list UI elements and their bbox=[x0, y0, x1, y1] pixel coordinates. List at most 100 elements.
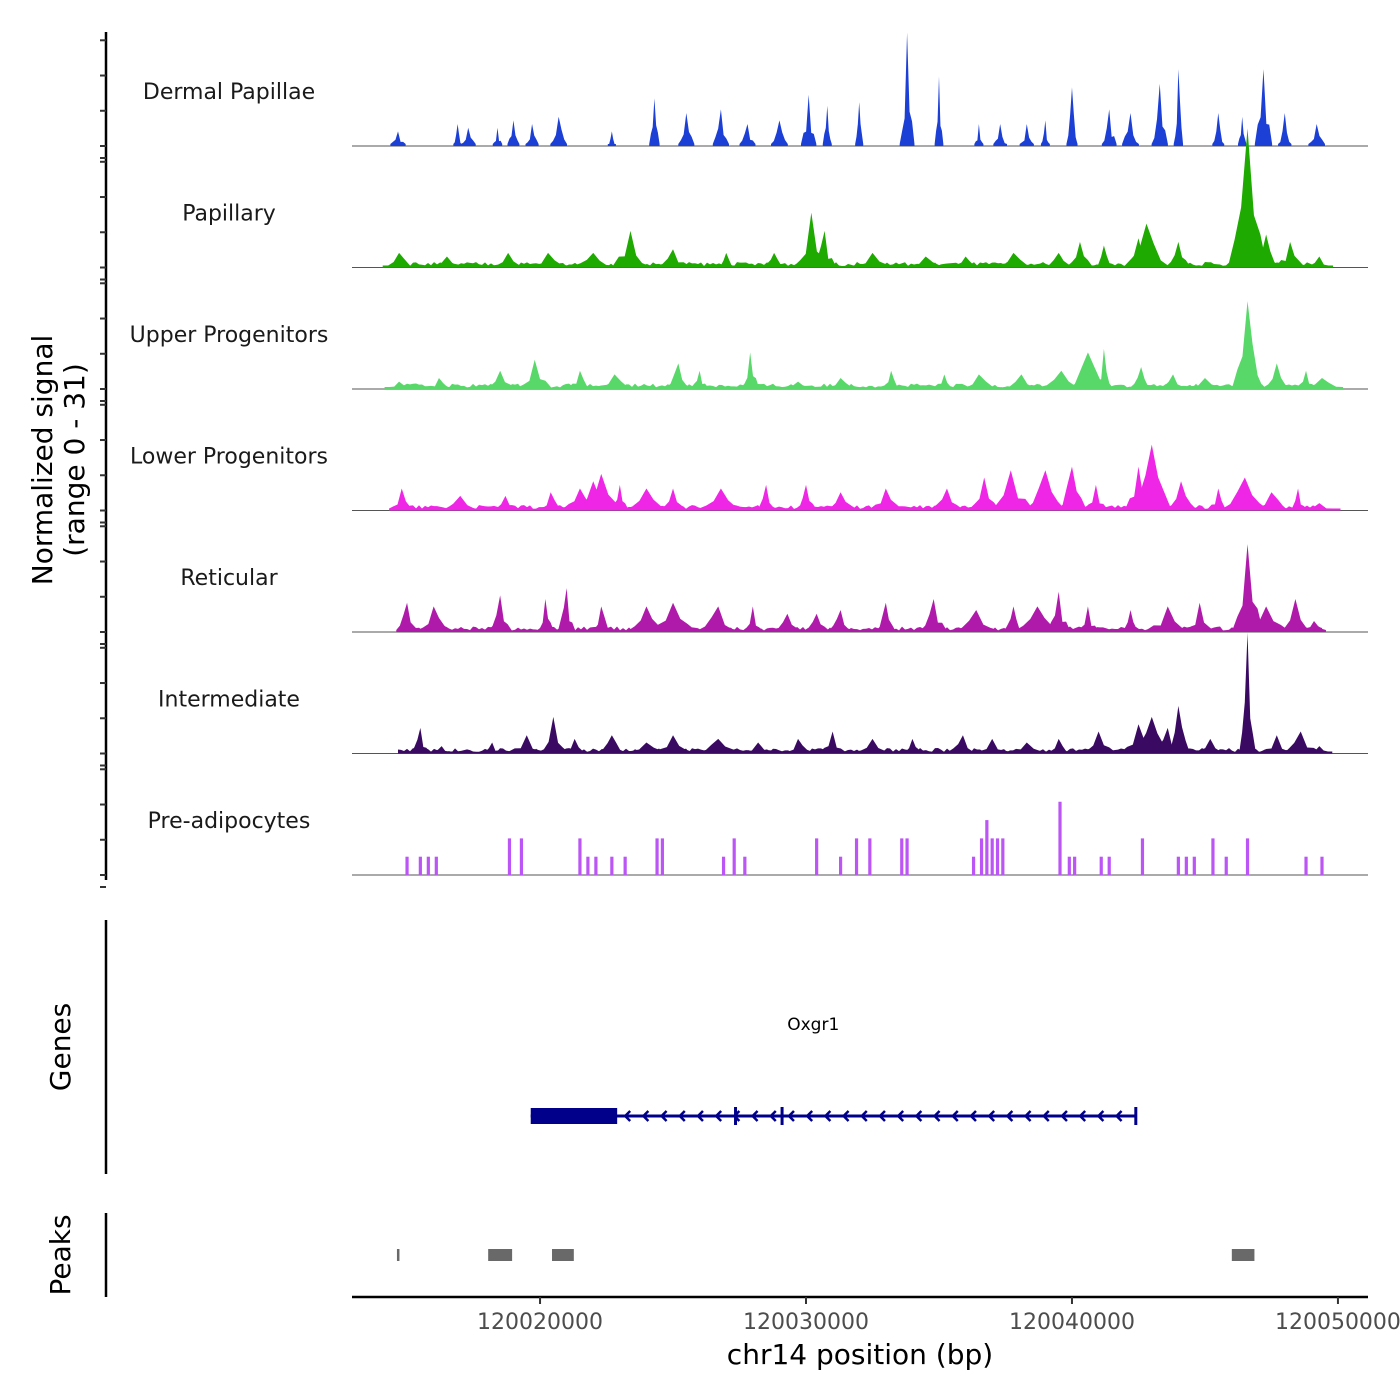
signal-peak bbox=[611, 484, 628, 511]
signal-peak bbox=[1001, 838, 1005, 875]
signal-peak bbox=[838, 856, 843, 875]
signal-peak bbox=[629, 606, 664, 632]
strand-arrow-icon bbox=[623, 1110, 632, 1122]
signal-peak bbox=[743, 606, 763, 632]
signal-peak bbox=[1039, 370, 1084, 389]
signal-y-axis-title-line1: Normalized signal bbox=[26, 335, 59, 586]
signal-peak bbox=[1154, 727, 1182, 754]
signal-peak bbox=[855, 102, 864, 146]
signal-peak bbox=[784, 738, 812, 754]
signal-background bbox=[398, 262, 1323, 268]
peak-region bbox=[1231, 1249, 1255, 1261]
signal-peak bbox=[507, 838, 512, 875]
signal-peak bbox=[1026, 470, 1065, 511]
signal-peak bbox=[539, 716, 568, 754]
signal-peak bbox=[1019, 124, 1034, 146]
signal-tracks: Dermal Papillae Papillary Upper Progenitor… bbox=[130, 32, 1368, 876]
signal-peak bbox=[1192, 856, 1196, 875]
strand-arrow-icon bbox=[841, 1110, 850, 1122]
signal-peak bbox=[538, 492, 563, 511]
strand-arrow-icon bbox=[769, 1110, 777, 1122]
signal-peak bbox=[1184, 856, 1188, 875]
signal-y-axis bbox=[100, 32, 108, 888]
signal-peak bbox=[439, 495, 482, 511]
signal-peak bbox=[721, 856, 726, 875]
signal-peak bbox=[985, 820, 989, 875]
signal-peak bbox=[434, 856, 438, 875]
signal-peak bbox=[1166, 481, 1196, 511]
strand-arrow-icon bbox=[914, 1110, 923, 1122]
strand-arrow-icon bbox=[678, 1110, 686, 1122]
signal-peak bbox=[1003, 374, 1040, 389]
gene-model: Oxgr1 bbox=[530, 1015, 1138, 1125]
signal-peak bbox=[920, 599, 947, 632]
signal-peak bbox=[755, 484, 777, 511]
peak-region bbox=[488, 1249, 513, 1261]
signal-peak bbox=[1232, 544, 1263, 632]
x-tick-label: 120020000 bbox=[477, 1310, 603, 1335]
strand-arrow-icon bbox=[932, 1110, 941, 1122]
signal-peak bbox=[660, 838, 664, 875]
signal-peak bbox=[851, 252, 894, 268]
signal-peak bbox=[508, 735, 545, 754]
signal-peak bbox=[1253, 234, 1279, 268]
signal-peak bbox=[390, 131, 406, 146]
signal-peak bbox=[741, 352, 759, 389]
strand-arrow-icon bbox=[1060, 1110, 1068, 1122]
signal-peak bbox=[794, 212, 829, 268]
x-tick-label: 120050000 bbox=[1275, 1310, 1400, 1335]
signal-peak bbox=[971, 856, 976, 875]
strand-arrow-icon bbox=[732, 1110, 741, 1122]
signal-track: Upper Progenitors bbox=[130, 301, 1368, 390]
signal-background bbox=[398, 748, 1323, 754]
genes-track: Oxgr1 bbox=[530, 1015, 1138, 1125]
signal-peak bbox=[613, 230, 648, 268]
signal-peak bbox=[492, 127, 503, 146]
strand-arrow-icon bbox=[659, 1110, 668, 1122]
signal-peak bbox=[1084, 484, 1108, 511]
signal-peak bbox=[1276, 241, 1304, 268]
signal-peak bbox=[870, 488, 902, 511]
signal-peak bbox=[1101, 109, 1117, 146]
signal-peak bbox=[607, 131, 616, 146]
signal-peak bbox=[1186, 602, 1213, 632]
signal-peak bbox=[491, 252, 525, 268]
gene-label: Oxgr1 bbox=[787, 1015, 839, 1035]
signal-peak bbox=[1040, 120, 1050, 146]
strand-arrow-icon bbox=[878, 1110, 886, 1122]
x-axis-title: chr14 position (bp) bbox=[727, 1338, 993, 1371]
signal-peak bbox=[825, 492, 856, 511]
signal-peak bbox=[1304, 856, 1308, 875]
signal-peak bbox=[1237, 116, 1247, 146]
signal-peak bbox=[932, 488, 962, 511]
track-label: Lower Progenitors bbox=[130, 445, 328, 470]
x-axis: 120020000 120030000 120040000 120050000 bbox=[352, 1295, 1400, 1335]
signal-peak bbox=[1057, 466, 1087, 511]
signal-peak bbox=[666, 363, 691, 389]
signal-peak bbox=[899, 32, 915, 146]
signal-background bbox=[398, 505, 1323, 511]
signal-peak bbox=[389, 488, 415, 511]
signal-track: Reticular bbox=[180, 544, 1368, 633]
signal-peak bbox=[718, 252, 735, 268]
track-label: Upper Progenitors bbox=[130, 323, 329, 348]
signal-peak bbox=[800, 94, 817, 146]
signal-peak bbox=[1251, 492, 1292, 511]
signal-peak bbox=[1232, 301, 1263, 389]
strand-arrow-icon bbox=[641, 1110, 650, 1122]
signal-peak bbox=[698, 606, 739, 632]
signal-peak bbox=[573, 252, 613, 268]
signal-peak bbox=[902, 738, 923, 754]
signal-peak bbox=[691, 370, 708, 389]
strand-arrow-icon bbox=[1096, 1110, 1105, 1122]
signal-peak bbox=[975, 738, 1010, 754]
signal-peak bbox=[1289, 488, 1307, 511]
signal-peak bbox=[1067, 352, 1109, 389]
signal-peak bbox=[1146, 606, 1189, 632]
genes-panel-title: Genes bbox=[44, 1003, 77, 1091]
signal-peak bbox=[460, 127, 476, 146]
signal-peak bbox=[1263, 363, 1290, 389]
strand-arrow-icon bbox=[750, 1110, 759, 1122]
signal-y-axis-title-line2: (range 0 - 31) bbox=[58, 363, 91, 557]
